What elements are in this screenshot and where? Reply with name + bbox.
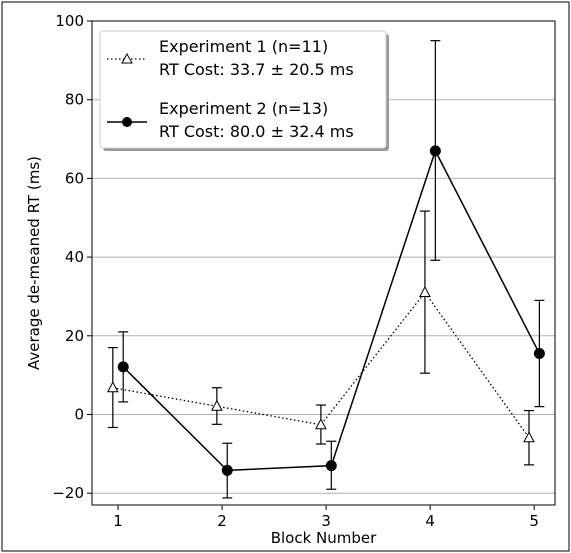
legend-subtitle-experiment-2: RT Cost: 80.0 ± 32.4 ms bbox=[159, 122, 354, 141]
x-tick-label-4: 5 bbox=[529, 512, 539, 530]
legend-marker-experiment-2 bbox=[122, 117, 132, 127]
y-axis-label: Average de-meaned RT (ms) bbox=[25, 156, 43, 370]
series-1-point-1 bbox=[211, 399, 223, 411]
legend-label-experiment-2: Experiment 2 (n=13) bbox=[159, 99, 328, 118]
y-tick-label-4: 60 bbox=[65, 169, 84, 187]
series-2-point-0 bbox=[117, 361, 129, 373]
y-tick-label-0: −20 bbox=[52, 484, 84, 502]
y-tick-label-5: 80 bbox=[65, 91, 84, 109]
x-tick-label-3: 4 bbox=[425, 512, 435, 530]
y-tick-label-6: 100 bbox=[55, 12, 84, 30]
legend-subtitle-experiment-1: RT Cost: 33.7 ± 20.5 ms bbox=[159, 60, 354, 79]
series-layer bbox=[106, 40, 545, 499]
series-1-point-0 bbox=[106, 381, 119, 393]
y-tick-label-2: 20 bbox=[65, 327, 84, 345]
y-tick-label-3: 40 bbox=[65, 248, 84, 266]
legend: Experiment 1 (n=11) RT Cost: 33.7 ± 20.5… bbox=[99, 30, 389, 151]
series-1-point-4 bbox=[523, 431, 535, 443]
x-tick-label-2: 3 bbox=[321, 512, 331, 530]
plot-area-frame bbox=[91, 20, 556, 506]
y-tick-label-1: 0 bbox=[74, 405, 84, 423]
series-1-point-2 bbox=[315, 418, 327, 430]
series-2-point-4 bbox=[533, 348, 545, 360]
x-tick-label-0: 1 bbox=[113, 512, 123, 530]
series-1 bbox=[106, 210, 535, 466]
series-2 bbox=[117, 40, 545, 499]
x-axis-label: Block Number bbox=[271, 529, 377, 547]
series-2-point-2 bbox=[325, 460, 337, 472]
legend-marker-experiment-1 bbox=[121, 52, 133, 64]
axis-ticks: −20 0 20 40 60 80 100 1 2 3 4 5 bbox=[52, 12, 539, 530]
legend-box bbox=[99, 30, 387, 149]
legend-label-experiment-1: Experiment 1 (n=11) bbox=[159, 37, 328, 56]
series-2-point-1 bbox=[221, 464, 233, 476]
series-2-point-3 bbox=[429, 145, 441, 157]
series-1-point-3 bbox=[419, 285, 431, 298]
x-tick-label-1: 2 bbox=[217, 512, 227, 530]
